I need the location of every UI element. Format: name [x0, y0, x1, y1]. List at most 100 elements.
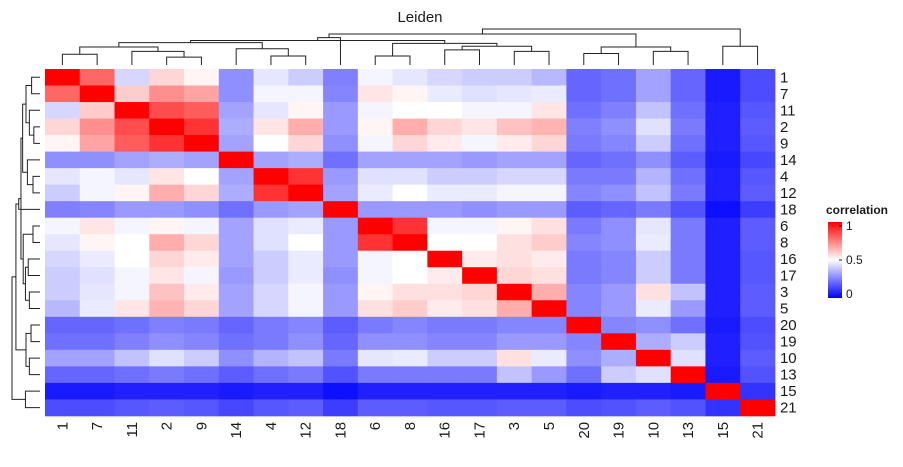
row-label: 15	[780, 383, 797, 400]
heatmap-cell	[253, 135, 289, 152]
heatmap-cell	[635, 184, 672, 202]
dendrogram-branch	[722, 45, 759, 65]
heatmap-cell	[218, 349, 254, 367]
heatmap-cell	[149, 201, 185, 219]
heatmap-cell	[357, 135, 393, 152]
heatmap-cell	[392, 250, 428, 268]
heatmap-cell	[218, 366, 254, 384]
heatmap-cell	[323, 135, 359, 152]
heatmap-cell	[253, 69, 289, 86]
heatmap-cell	[392, 118, 428, 136]
heatmap-cell	[531, 250, 567, 268]
heatmap-cell	[323, 234, 359, 252]
heatmap-cell	[601, 168, 637, 186]
legend-tick-label: 0.5	[846, 253, 863, 267]
heatmap-cell	[462, 267, 498, 285]
dendrogram-branch	[79, 46, 159, 55]
heatmap-cell	[531, 283, 567, 301]
heatmap-cell	[149, 234, 185, 252]
heatmap-cell	[462, 382, 498, 400]
row-label: 5	[780, 301, 788, 318]
heatmap-cell	[462, 399, 498, 417]
row-label: 21	[780, 400, 797, 417]
heatmap-cell	[427, 217, 463, 235]
heatmap-cell	[705, 69, 741, 86]
heatmap-cell	[253, 349, 289, 367]
heatmap-cell	[149, 316, 185, 334]
heatmap-cell	[531, 85, 567, 103]
heatmap-cell	[462, 69, 498, 86]
heatmap-cell	[601, 234, 637, 252]
heatmap-cell	[357, 333, 393, 351]
dendrogram-branch	[25, 332, 32, 367]
legend-title: correlation	[826, 203, 888, 217]
heatmap-cell	[496, 151, 533, 169]
heatmap-cell	[670, 85, 706, 103]
heatmap-cell	[635, 399, 672, 417]
column-label: 3	[506, 422, 523, 430]
heatmap-cell	[149, 102, 185, 119]
heatmap-cell	[496, 382, 533, 400]
row-label: 11	[780, 102, 796, 119]
heatmap-cell	[323, 184, 359, 202]
heatmap-cell	[566, 267, 602, 285]
heatmap-cell	[496, 316, 533, 334]
heatmap-cell	[635, 349, 672, 367]
heatmap-cell	[635, 234, 672, 252]
heatmap-cell	[79, 283, 115, 301]
heatmap-cell	[496, 366, 533, 384]
heatmap-cell	[740, 267, 776, 285]
row-dendrogram	[11, 76, 40, 409]
heatmap-cell	[45, 382, 81, 400]
heatmap-cell	[392, 300, 428, 318]
heatmap-cell	[79, 184, 115, 202]
heatmap-cell	[288, 85, 324, 103]
heatmap-cell	[357, 85, 393, 103]
heatmap-cell	[253, 168, 289, 186]
heatmap-cell	[740, 184, 776, 202]
heatmap-cell	[705, 184, 741, 202]
heatmap-cell	[531, 69, 567, 86]
heatmap-cell	[357, 399, 393, 417]
heatmap-cell	[114, 85, 150, 103]
heatmap-cell	[670, 217, 706, 235]
heatmap-cell	[427, 366, 463, 384]
dendrogram-branch	[28, 109, 40, 136]
heatmap-cell	[635, 85, 672, 103]
heatmap-cell	[288, 217, 324, 235]
heatmap-cell	[45, 250, 81, 268]
heatmap-cell	[392, 382, 428, 400]
heatmap-cell	[253, 267, 289, 285]
column-label: 8	[402, 422, 419, 430]
heatmap-cell	[635, 135, 672, 152]
row-label: 20	[780, 317, 797, 334]
heatmap-cell	[670, 118, 706, 136]
heatmap-cell	[670, 69, 706, 86]
column-label: 20	[576, 422, 593, 439]
heatmap-cell	[531, 118, 567, 136]
heatmap-cell	[253, 250, 289, 268]
heatmap-cell	[496, 234, 533, 252]
heatmap-cell	[357, 118, 393, 136]
heatmap-cell	[392, 333, 428, 351]
heatmap-cell	[149, 85, 185, 103]
row-label: 19	[780, 334, 797, 351]
heatmap-cell	[45, 316, 81, 334]
heatmap-cell	[531, 168, 567, 186]
heatmap-cell	[427, 85, 463, 103]
heatmap-cell	[531, 300, 567, 318]
heatmap-cell	[740, 234, 776, 252]
dendrogram-branch	[61, 53, 98, 65]
heatmap-cell	[149, 168, 185, 186]
heatmap-cell	[566, 85, 602, 103]
heatmap-cell	[392, 168, 428, 186]
heatmap-cell	[705, 102, 741, 119]
heatmap-cell	[357, 151, 393, 169]
row-label: 3	[780, 284, 788, 301]
heatmap-cell	[601, 349, 637, 367]
heatmap-cell	[601, 382, 637, 400]
heatmap-cell	[288, 135, 324, 152]
heatmap-cell	[79, 168, 115, 186]
heatmap-cell	[45, 333, 81, 351]
column-label: 12	[298, 422, 315, 439]
